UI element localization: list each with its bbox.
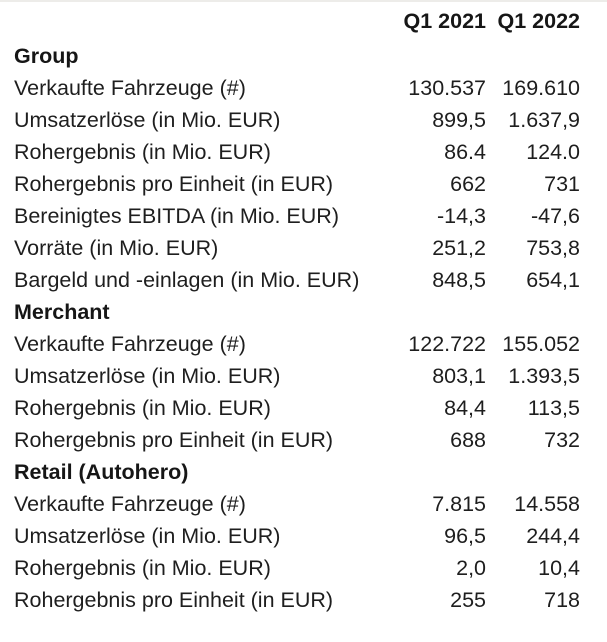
value-q1-2022: 124.0 [526,140,580,164]
column-header-empty [14,2,392,40]
row-label: Verkaufte Fahrzeuge (#) [14,332,246,356]
value-q1-2022: 113,5 [527,396,580,420]
table-row: Vorräte (in Mio. EUR) 251,2 753,8 [14,232,580,264]
table-row: Umsatzerlöse (in Mio. EUR) 803,1 1.393,5 [14,360,580,392]
row-label: Rohergebnis (in Mio. EUR) [14,556,271,580]
value-q1-2021: 803,1 [432,364,486,388]
table-header-row: Q1 2021 Q1 2022 [14,2,580,40]
table-row: Rohergebnis pro Einheit (in EUR) 255 718 [14,584,580,616]
row-label: Rohergebnis pro Einheit (in EUR) [14,428,334,452]
value-q1-2022: 244,4 [526,524,580,548]
value-q1-2022: 1.393,5 [508,364,580,388]
row-label: Rohergebnis (in Mio. EUR) [14,140,271,164]
table-row: Bargeld und -einlagen (in Mio. EUR) 848,5… [14,264,580,296]
empty-cell [486,40,580,72]
column-header-q1-2022: Q1 2022 [497,8,580,33]
section-title: Retail (Autohero) [14,460,189,484]
empty-cell [392,40,486,72]
row-label: Verkaufte Fahrzeuge (#) [14,76,246,100]
value-q1-2021: 899,5 [432,108,486,132]
table-row: Umsatzerlöse (in Mio. EUR) 96,5 244,4 [14,520,580,552]
value-q1-2021: 848,5 [432,268,486,292]
table-row: Rohergebnis (in Mio. EUR) 84,4 113,5 [14,392,580,424]
value-q1-2021: 122.722 [408,332,486,356]
value-q1-2021: 96,5 [444,524,486,548]
value-q1-2022: 753,8 [526,236,580,260]
value-q1-2021: 251,2 [432,236,486,260]
value-q1-2021: -14,3 [436,204,486,228]
section-header-row: Group [14,40,580,72]
value-q1-2021: 255 [450,588,486,612]
value-q1-2022: 732 [544,428,580,452]
row-label: Rohergebnis pro Einheit (in EUR) [14,588,334,612]
value-q1-2022: 731 [544,172,580,196]
row-label: Verkaufte Fahrzeuge (#) [14,492,246,516]
section-title: Group [14,44,79,68]
financial-table: Q1 2021 Q1 2022 Group Verkaufte Fahrzeuge… [14,2,580,616]
row-label: Umsatzerlöse (in Mio. EUR) [14,108,281,132]
value-q1-2021: 662 [450,172,486,196]
value-q1-2022: 155.052 [502,332,580,356]
section-header-row: Merchant [14,296,580,328]
table-row: Bereinigtes EBITDA (in Mio. EUR) -14,3 -47… [14,200,580,232]
row-label: Bargeld und -einlagen (in Mio. EUR) [14,268,360,292]
row-label: Umsatzerlöse (in Mio. EUR) [14,524,281,548]
value-q1-2022: 1.637,9 [508,108,580,132]
table-row: Rohergebnis (in Mio. EUR) 2,0 10,4 [14,552,580,584]
row-label: Vorräte (in Mio. EUR) [14,236,219,260]
empty-cell [486,296,580,328]
value-q1-2021: 84,4 [444,396,486,420]
table-row: Verkaufte Fahrzeuge (#) 7.815 14.558 [14,488,580,520]
value-q1-2021: 2,0 [456,556,486,580]
table-row: Rohergebnis pro Einheit (in EUR) 688 732 [14,424,580,456]
value-q1-2021: 7.815 [432,492,486,516]
value-q1-2022: -47,6 [530,204,580,228]
section-header-row: Retail (Autohero) [14,456,580,488]
table-row: Rohergebnis pro Einheit (in EUR) 662 731 [14,168,580,200]
empty-cell [486,456,580,488]
table-row: Verkaufte Fahrzeuge (#) 122.722 155.052 [14,328,580,360]
value-q1-2022: 718 [544,588,580,612]
row-label: Rohergebnis (in Mio. EUR) [14,396,271,420]
value-q1-2021: 688 [450,428,486,452]
table-row: Verkaufte Fahrzeuge (#) 130.537 169.610 [14,72,580,104]
table-row: Umsatzerlöse (in Mio. EUR) 899,5 1.637,9 [14,104,580,136]
value-q1-2022: 169.610 [502,76,580,100]
value-q1-2021: 130.537 [408,76,486,100]
value-q1-2022: 14.558 [514,492,580,516]
value-q1-2021: 86.4 [444,140,486,164]
row-label: Umsatzerlöse (in Mio. EUR) [14,364,281,388]
value-q1-2022: 10,4 [538,556,580,580]
value-q1-2022: 654,1 [526,268,580,292]
section-title: Merchant [14,300,110,324]
empty-cell [392,456,486,488]
row-label: Rohergebnis pro Einheit (in EUR) [14,172,334,196]
empty-cell [392,296,486,328]
row-label: Bereinigtes EBITDA (in Mio. EUR) [14,204,339,228]
column-header-q1-2021: Q1 2021 [403,8,486,33]
table-row: Rohergebnis (in Mio. EUR) 86.4 124.0 [14,136,580,168]
